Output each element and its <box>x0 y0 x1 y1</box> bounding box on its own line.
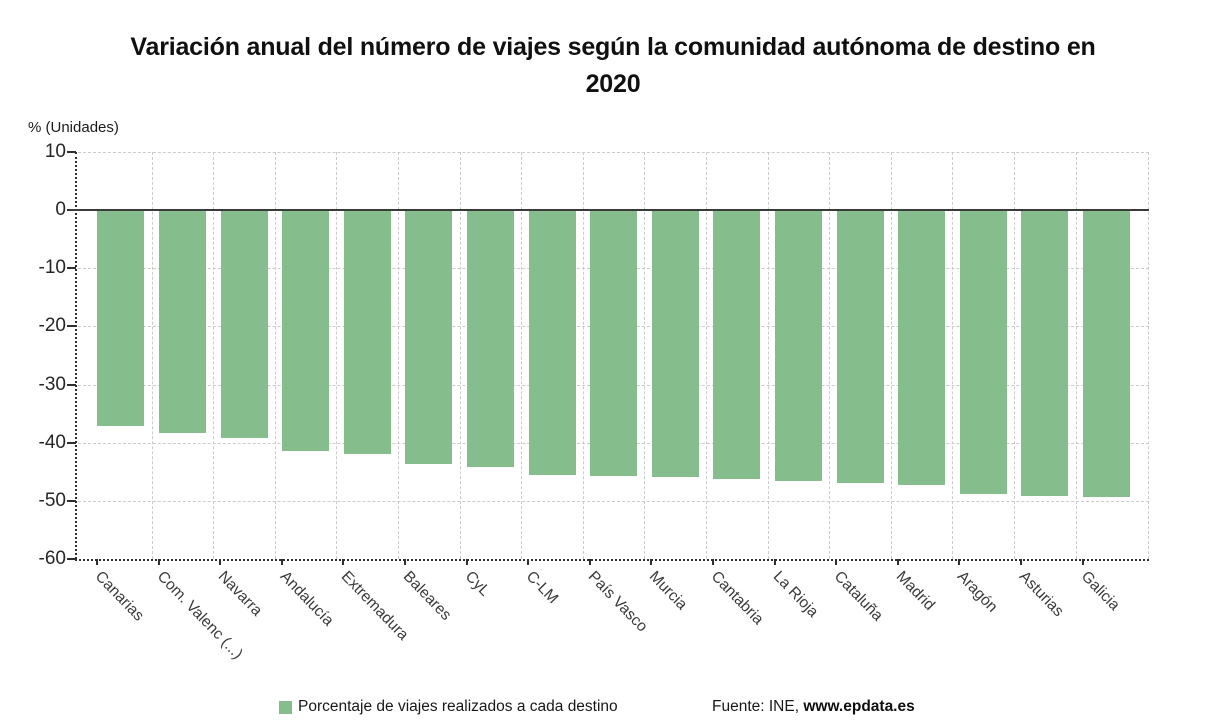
gridline-vertical <box>151 152 153 559</box>
gridline-horizontal <box>78 152 1149 153</box>
y-axis-unit-label: % (Unidades) <box>28 119 119 136</box>
y-axis-tick-label: -10 <box>38 257 66 279</box>
gridline-vertical <box>213 152 215 559</box>
bar <box>1082 210 1130 497</box>
y-axis-tick-label: 0 <box>55 199 66 221</box>
bar <box>651 210 699 478</box>
bar <box>836 210 884 483</box>
x-axis-label: Andalucía <box>276 568 337 630</box>
x-axis-label: Cantabria <box>707 568 767 629</box>
gridline-horizontal <box>78 500 1149 502</box>
gridline-vertical <box>706 152 707 559</box>
y-axis-tick <box>67 151 76 153</box>
x-axis-tick <box>1020 559 1022 565</box>
bar <box>405 210 453 464</box>
gridline-vertical <box>521 152 523 559</box>
x-axis-tick <box>712 559 714 565</box>
zero-line <box>69 208 1149 212</box>
x-axis-tick <box>896 559 899 565</box>
source-prefix: Fuente: INE, <box>712 698 804 715</box>
chart-title-line2: 2020 <box>585 70 641 98</box>
gridline-vertical <box>1075 152 1077 559</box>
x-axis-label: La Rioja <box>769 568 822 621</box>
x-axis-tick <box>650 559 653 565</box>
x-axis-tick <box>280 559 283 565</box>
x-axis-labels: Canarias Com. Valenc (...) Navarra Andalucí… <box>77 152 1149 712</box>
bar <box>466 210 514 468</box>
source-link[interactable]: www.epdata.es <box>803 698 915 715</box>
bar <box>343 210 391 454</box>
gridline-vertical <box>767 152 769 559</box>
y-axis-tick <box>67 499 76 502</box>
legend-label: Porcentaje de viajes realizados a cada d… <box>298 698 618 715</box>
x-axis-label: Asturias <box>1015 568 1067 621</box>
x-axis-tick <box>404 559 406 565</box>
x-axis-tick <box>1081 559 1084 565</box>
bar <box>220 210 268 439</box>
plot-right-spine <box>1148 152 1149 559</box>
x-axis-tick <box>527 559 530 565</box>
x-axis-tick <box>773 559 776 565</box>
x-axis-tick <box>96 559 98 565</box>
x-axis-tick <box>157 559 160 565</box>
y-axis-line <box>75 152 77 559</box>
x-axis-label: Galicia <box>1077 568 1123 614</box>
x-axis-tick <box>219 559 222 565</box>
x-axis-label: Baleares <box>399 568 455 624</box>
gridline-vertical <box>398 152 399 559</box>
x-axis-tick <box>958 559 961 565</box>
y-axis-tick <box>67 441 76 444</box>
bar <box>528 210 576 476</box>
y-axis-tick <box>67 383 76 386</box>
y-axis-tick-label: -40 <box>38 431 66 453</box>
y-axis-tick-label: 10 <box>44 141 66 162</box>
gridline-vertical <box>582 152 584 559</box>
y-axis-tick <box>67 558 76 560</box>
gridline-vertical <box>644 152 646 559</box>
gridline-vertical <box>829 152 831 559</box>
x-axis-label: CyL <box>461 568 493 600</box>
x-axis-tick <box>835 559 838 565</box>
y-axis-labels: 10 0 -10 -20 -30 -40 -50 -60 <box>0 141 66 569</box>
bar <box>97 210 145 427</box>
gridline-vertical <box>1014 152 1015 559</box>
bar <box>898 210 946 486</box>
y-axis-tick-label: -50 <box>38 489 66 511</box>
bar <box>590 210 638 477</box>
chart-title-line1: Variación anual del número de viajes seg… <box>130 33 1096 61</box>
gridline-vertical <box>274 152 276 559</box>
gridline-vertical <box>336 152 338 559</box>
y-axis-tick-label: -60 <box>38 548 66 569</box>
y-axis-tick-label: -20 <box>38 315 66 337</box>
x-axis-tick <box>342 559 345 565</box>
bar <box>959 210 1007 495</box>
x-axis-label: Cataluña <box>830 568 887 625</box>
source-note: Fuente: INE, www.epdata.es <box>712 698 915 716</box>
bar <box>774 210 822 481</box>
gridline-vertical <box>952 152 954 559</box>
x-axis-tick <box>465 559 468 565</box>
x-axis-label: Murcia <box>646 568 691 614</box>
x-axis-line <box>75 559 1149 561</box>
bar <box>158 210 206 433</box>
x-axis-label: Aragón <box>954 568 1002 616</box>
gridline-vertical <box>890 152 892 559</box>
y-axis-tick <box>67 267 76 270</box>
x-axis-tick <box>588 559 591 565</box>
gridline-vertical <box>459 152 461 559</box>
x-axis-label: Canarias <box>91 568 148 625</box>
legend-swatch <box>279 701 292 714</box>
bar <box>282 210 330 452</box>
plot-area <box>67 151 1149 565</box>
y-axis-tick <box>67 325 76 328</box>
x-axis-label: Madrid <box>892 568 938 614</box>
bar <box>713 210 761 479</box>
bar <box>1021 210 1069 497</box>
x-axis-label: Navarra <box>214 568 266 620</box>
chart-title: Variación anual del número de viajes seg… <box>13 29 1213 103</box>
x-axis-label: País Vasco <box>584 568 651 636</box>
y-axis-tick-label: -30 <box>38 373 66 395</box>
x-axis-label: C-LM <box>522 568 562 608</box>
